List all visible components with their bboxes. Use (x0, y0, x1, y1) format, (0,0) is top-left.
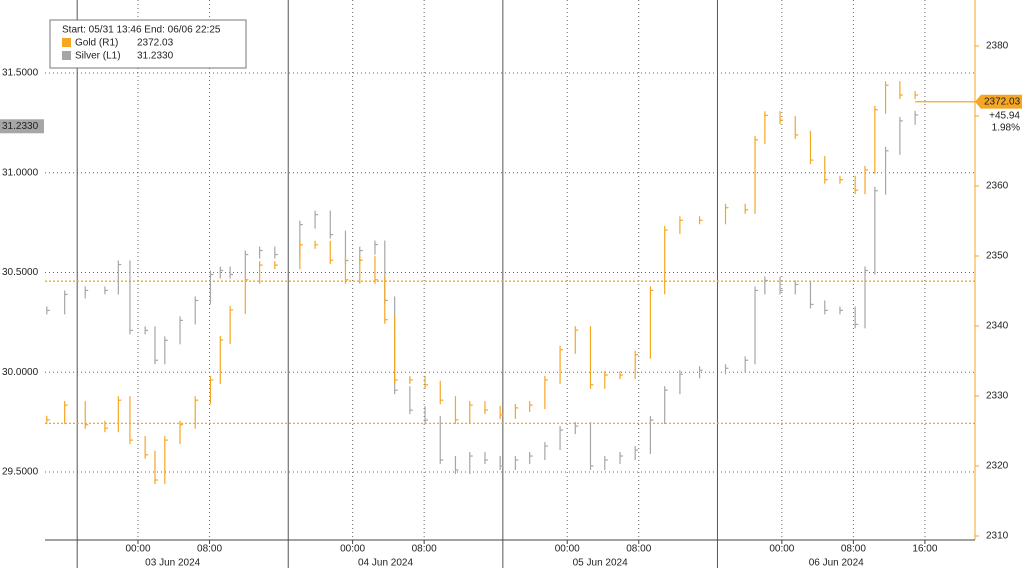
day-label: 03 Jun 2024 (145, 558, 200, 568)
legend-value: 31.2330 (137, 51, 174, 62)
y-tick-label: 30.0000 (2, 367, 39, 378)
y2-tick-label: 2330 (986, 391, 1009, 402)
legend-box (49, 19, 247, 69)
x-tick-label: 16:00 (912, 544, 937, 555)
last-value-tag (975, 94, 1022, 109)
change-box (982, 108, 1022, 135)
legend-value: 2372.03 (137, 38, 174, 49)
x-tick-label: 08:00 (197, 544, 222, 555)
y-tick-label: 29.5000 (2, 467, 39, 478)
legend-name: Gold (R1) (75, 38, 118, 49)
x-tick-label: 00:00 (125, 544, 150, 555)
x-tick-label: 00:00 (769, 544, 794, 555)
x-tick-label: 00:00 (555, 544, 580, 555)
x-tick-label: 08:00 (626, 544, 651, 555)
x-tick-label: 08:00 (412, 544, 437, 555)
silver-last-label: 31.2330 (2, 121, 39, 132)
pct-label: 1.98% (992, 122, 1020, 133)
day-label: 05 Jun 2024 (573, 558, 628, 568)
y2-tick-label: 2380 (986, 41, 1009, 52)
y2-tick-label: 2350 (986, 251, 1009, 262)
y2-tick-label: 2360 (986, 181, 1009, 192)
y2-tick-label: 2320 (986, 461, 1009, 472)
day-label: 04 Jun 2024 (358, 558, 413, 568)
y-tick-label: 30.5000 (2, 267, 39, 278)
y-tick-label: 31.5000 (2, 68, 39, 79)
day-label: 06 Jun 2024 (809, 558, 864, 568)
y2-tick-label: 2310 (986, 531, 1009, 542)
change-label: +45.94 (989, 110, 1020, 121)
legend-header: Start: 05/31 13:46 End: 06/06 22:25 (62, 25, 221, 36)
silver-last-tag (0, 119, 44, 134)
legend-swatch (62, 38, 71, 47)
legend-name: Silver (L1) (75, 51, 121, 62)
y-tick-label: 31.0000 (2, 167, 39, 178)
y2-tick-label: 2340 (986, 321, 1009, 332)
x-tick-label: 00:00 (340, 544, 365, 555)
legend-swatch (62, 51, 71, 60)
last-value-label: 2372.03 (984, 96, 1021, 107)
x-tick-label: 08:00 (841, 544, 866, 555)
